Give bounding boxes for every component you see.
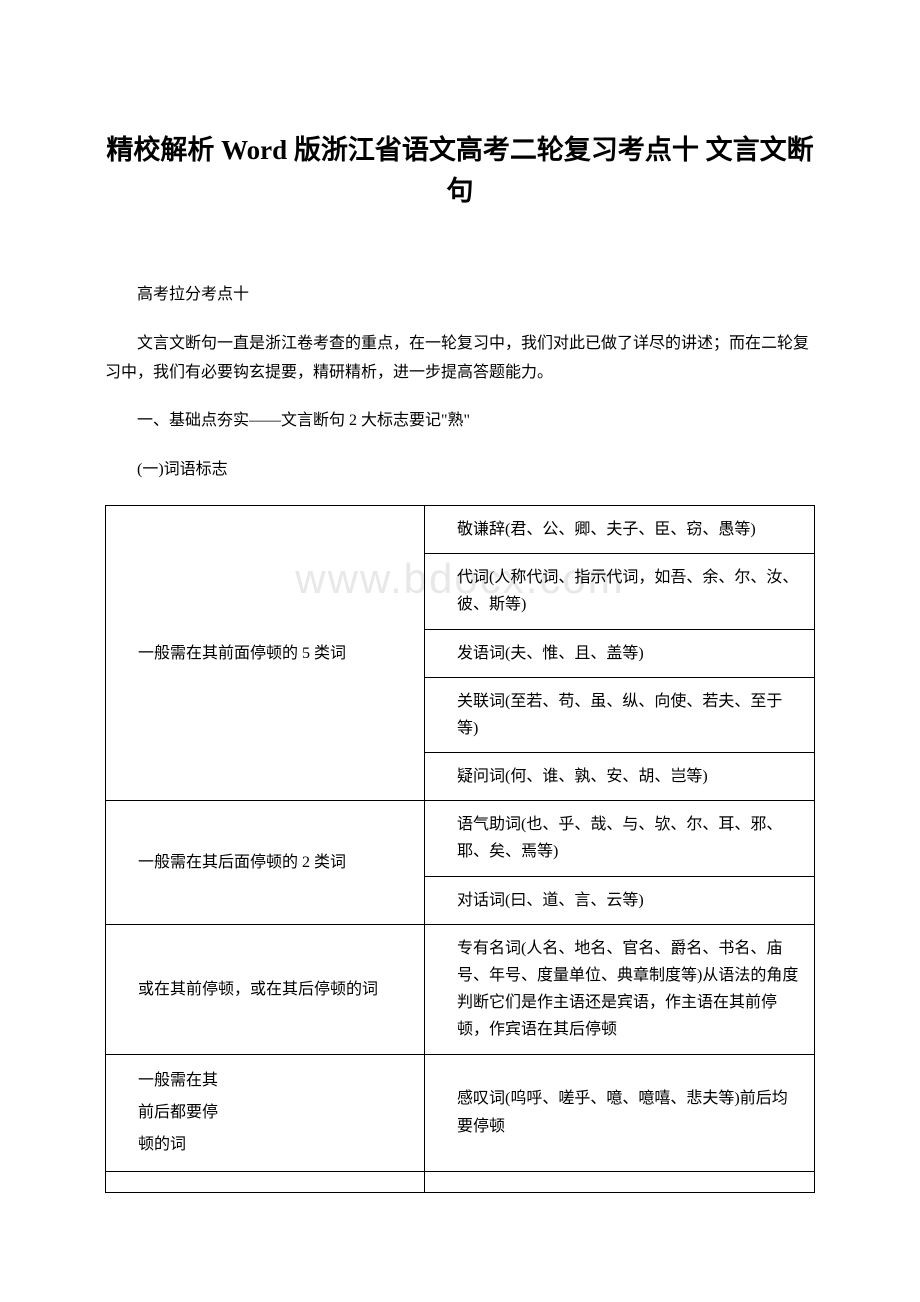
table-cell-right: 敬谦辞(君、公、卿、夫子、臣、窃、愚等) xyxy=(425,505,815,553)
table-cell-right: 对话词(曰、道、言、云等) xyxy=(425,876,815,924)
paragraph-3: 一、基础点夯实——文言断句 2 大标志要记"熟" xyxy=(105,407,815,436)
table-cell-right-empty xyxy=(425,1171,815,1192)
table-row: 一般需在其前面停顿的 5 类词 敬谦辞(君、公、卿、夫子、臣、窃、愚等) xyxy=(106,505,815,553)
document-content: 精校解析 Word 版浙江省语文高考二轮复习考点十 文言文断句 高考拉分考点十 … xyxy=(105,130,815,1193)
table-row: 或在其前停顿，或在其后停顿的词 专有名词(人名、地名、官名、爵名、书名、庙号、年… xyxy=(106,924,815,1054)
table-row: 一般需在其 前后都要停 顿的词 感叹词(呜呼、嗟乎、噫、噫嘻、悲夫等)前后均要停… xyxy=(106,1054,815,1171)
table-cell-left: 或在其前停顿，或在其后停顿的词 xyxy=(106,924,425,1054)
table-cell-right: 代词(人称代词、指示代词，如吾、余、尔、汝、彼、斯等) xyxy=(425,554,815,629)
table-cell-left: 一般需在其 前后都要停 顿的词 xyxy=(106,1054,425,1171)
table-row: 一般需在其后面停顿的 2 类词 语气助词(也、乎、哉、与、欤、尔、耳、邪、耶、矣… xyxy=(106,801,815,876)
table-cell-right: 专有名词(人名、地名、官名、爵名、书名、庙号、年号、度量单位、典章制度等)从语法… xyxy=(425,924,815,1054)
table-cell-right: 语气助词(也、乎、哉、与、欤、尔、耳、邪、耶、矣、焉等) xyxy=(425,801,815,876)
table-cell-left-empty xyxy=(106,1171,425,1192)
word-markers-table: 一般需在其前面停顿的 5 类词 敬谦辞(君、公、卿、夫子、臣、窃、愚等) 代词(… xyxy=(105,505,815,1193)
table-cell-left: 一般需在其后面停顿的 2 类词 xyxy=(106,801,425,925)
document-title: 精校解析 Word 版浙江省语文高考二轮复习考点十 文言文断句 xyxy=(105,130,815,211)
table-row xyxy=(106,1171,815,1192)
table-cell-left: 一般需在其前面停顿的 5 类词 xyxy=(106,505,425,800)
table-cell-right: 疑问词(何、谁、孰、安、胡、岂等) xyxy=(425,753,815,801)
cell-line: 前后都要停 xyxy=(138,1097,412,1129)
paragraph-2: 文言文断句一直是浙江卷考查的重点，在一轮复习中，我们对此已做了详尽的讲述；而在二… xyxy=(105,330,815,388)
cell-line: 顿的词 xyxy=(138,1129,412,1161)
paragraph-1: 高考拉分考点十 xyxy=(105,281,815,310)
paragraph-4: (一)词语标志 xyxy=(105,456,815,485)
table-cell-right: 感叹词(呜呼、嗟乎、噫、噫嘻、悲夫等)前后均要停顿 xyxy=(425,1054,815,1171)
table-cell-right: 发语词(夫、惟、且、盖等) xyxy=(425,629,815,677)
cell-line: 一般需在其 xyxy=(138,1065,412,1097)
table-cell-right: 关联词(至若、苟、虽、纵、向使、若夫、至于等) xyxy=(425,677,815,752)
